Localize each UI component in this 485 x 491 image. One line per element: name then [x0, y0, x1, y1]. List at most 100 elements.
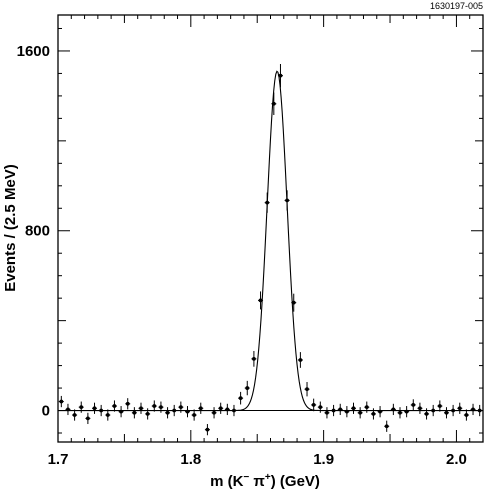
y-axis-label: Events / (2.5 MeV) [2, 164, 19, 292]
fit-curve [58, 70, 483, 412]
point-marker [145, 412, 150, 416]
figure-id: 1630197-005 [430, 1, 483, 11]
point-marker [85, 416, 90, 421]
point-marker [291, 300, 296, 305]
point-marker [378, 409, 382, 414]
x-axis-label-suffix: ) (GeV) [271, 473, 320, 490]
data-point [370, 408, 376, 420]
data-point [198, 402, 204, 414]
data-point [331, 404, 337, 417]
data-point [258, 291, 264, 310]
x-axis-label-sup1: − [243, 472, 249, 483]
point-marker [238, 396, 243, 401]
point-marker [411, 403, 416, 407]
data-points [58, 63, 483, 436]
data-point [92, 402, 98, 414]
point-marker [212, 410, 216, 415]
data-point [231, 404, 237, 417]
point-marker [59, 399, 64, 404]
data-point [337, 403, 343, 416]
data-point [145, 408, 151, 420]
data-point [277, 63, 283, 88]
data-point [244, 380, 250, 396]
y-tick-label: 800 [25, 223, 50, 240]
data-point [443, 407, 449, 419]
data-point [111, 400, 117, 412]
data-point [463, 409, 469, 421]
point-marker [218, 406, 223, 411]
point-marker [285, 198, 290, 203]
point-marker [99, 408, 104, 413]
point-marker [351, 406, 356, 411]
y-tick-label: 1600 [17, 43, 50, 60]
point-marker [464, 413, 469, 417]
axis-ticks [57, 15, 484, 442]
point-marker [198, 406, 203, 411]
point-marker [139, 406, 143, 411]
x-axis-label-sup2: + [265, 472, 271, 483]
data-point [211, 407, 217, 419]
point-marker [384, 424, 389, 429]
point-marker [437, 404, 442, 408]
plot-frame [57, 14, 484, 443]
point-marker [159, 405, 163, 410]
x-tick-label: 1.8 [180, 451, 201, 468]
data-point [344, 406, 350, 418]
data-point [271, 92, 277, 116]
data-point [364, 401, 370, 413]
x-tick-label: 1.9 [313, 451, 334, 468]
point-marker [278, 73, 283, 78]
data-point [397, 407, 403, 419]
data-point [457, 402, 463, 414]
x-tick-label: 2.0 [446, 451, 467, 468]
point-marker [132, 410, 137, 415]
data-point [224, 403, 230, 416]
data-point [158, 401, 164, 413]
point-marker [318, 405, 323, 410]
data-point [165, 407, 171, 419]
point-marker [258, 298, 263, 303]
point-marker [451, 408, 456, 413]
data-point [131, 407, 137, 419]
data-point [238, 391, 244, 405]
point-marker [205, 427, 210, 432]
data-point [297, 352, 303, 368]
data-point [351, 402, 357, 414]
data-point [171, 404, 177, 417]
point-marker [325, 410, 329, 415]
point-marker [431, 408, 436, 413]
data-point [470, 403, 476, 416]
tick-labels: 1.7 1.8 1.9 2.0 0 800 1600 [17, 43, 467, 468]
point-marker [66, 407, 70, 412]
data-point [304, 381, 310, 397]
point-marker [232, 408, 236, 413]
point-marker [344, 409, 349, 414]
point-marker [79, 405, 84, 410]
data-point [317, 401, 323, 413]
data-point [191, 409, 197, 421]
x-tick-label: 1.7 [48, 451, 69, 468]
point-marker [424, 412, 429, 416]
point-marker [165, 410, 170, 415]
data-point [324, 407, 330, 419]
data-point [437, 400, 443, 412]
point-marker [471, 407, 475, 412]
data-point [311, 398, 317, 412]
y-tick-label: 0 [42, 403, 50, 420]
data-point [284, 190, 290, 211]
point-marker [105, 413, 110, 417]
data-point [138, 402, 144, 414]
point-marker [72, 413, 77, 417]
data-point [410, 399, 416, 411]
data-point [178, 401, 184, 413]
data-point [377, 406, 383, 418]
point-marker [391, 407, 396, 412]
data-point [125, 398, 131, 410]
point-marker [305, 387, 309, 392]
data-point [184, 406, 190, 418]
point-marker [125, 401, 130, 406]
data-point [357, 407, 363, 419]
data-point [430, 404, 436, 417]
point-marker [265, 200, 270, 205]
